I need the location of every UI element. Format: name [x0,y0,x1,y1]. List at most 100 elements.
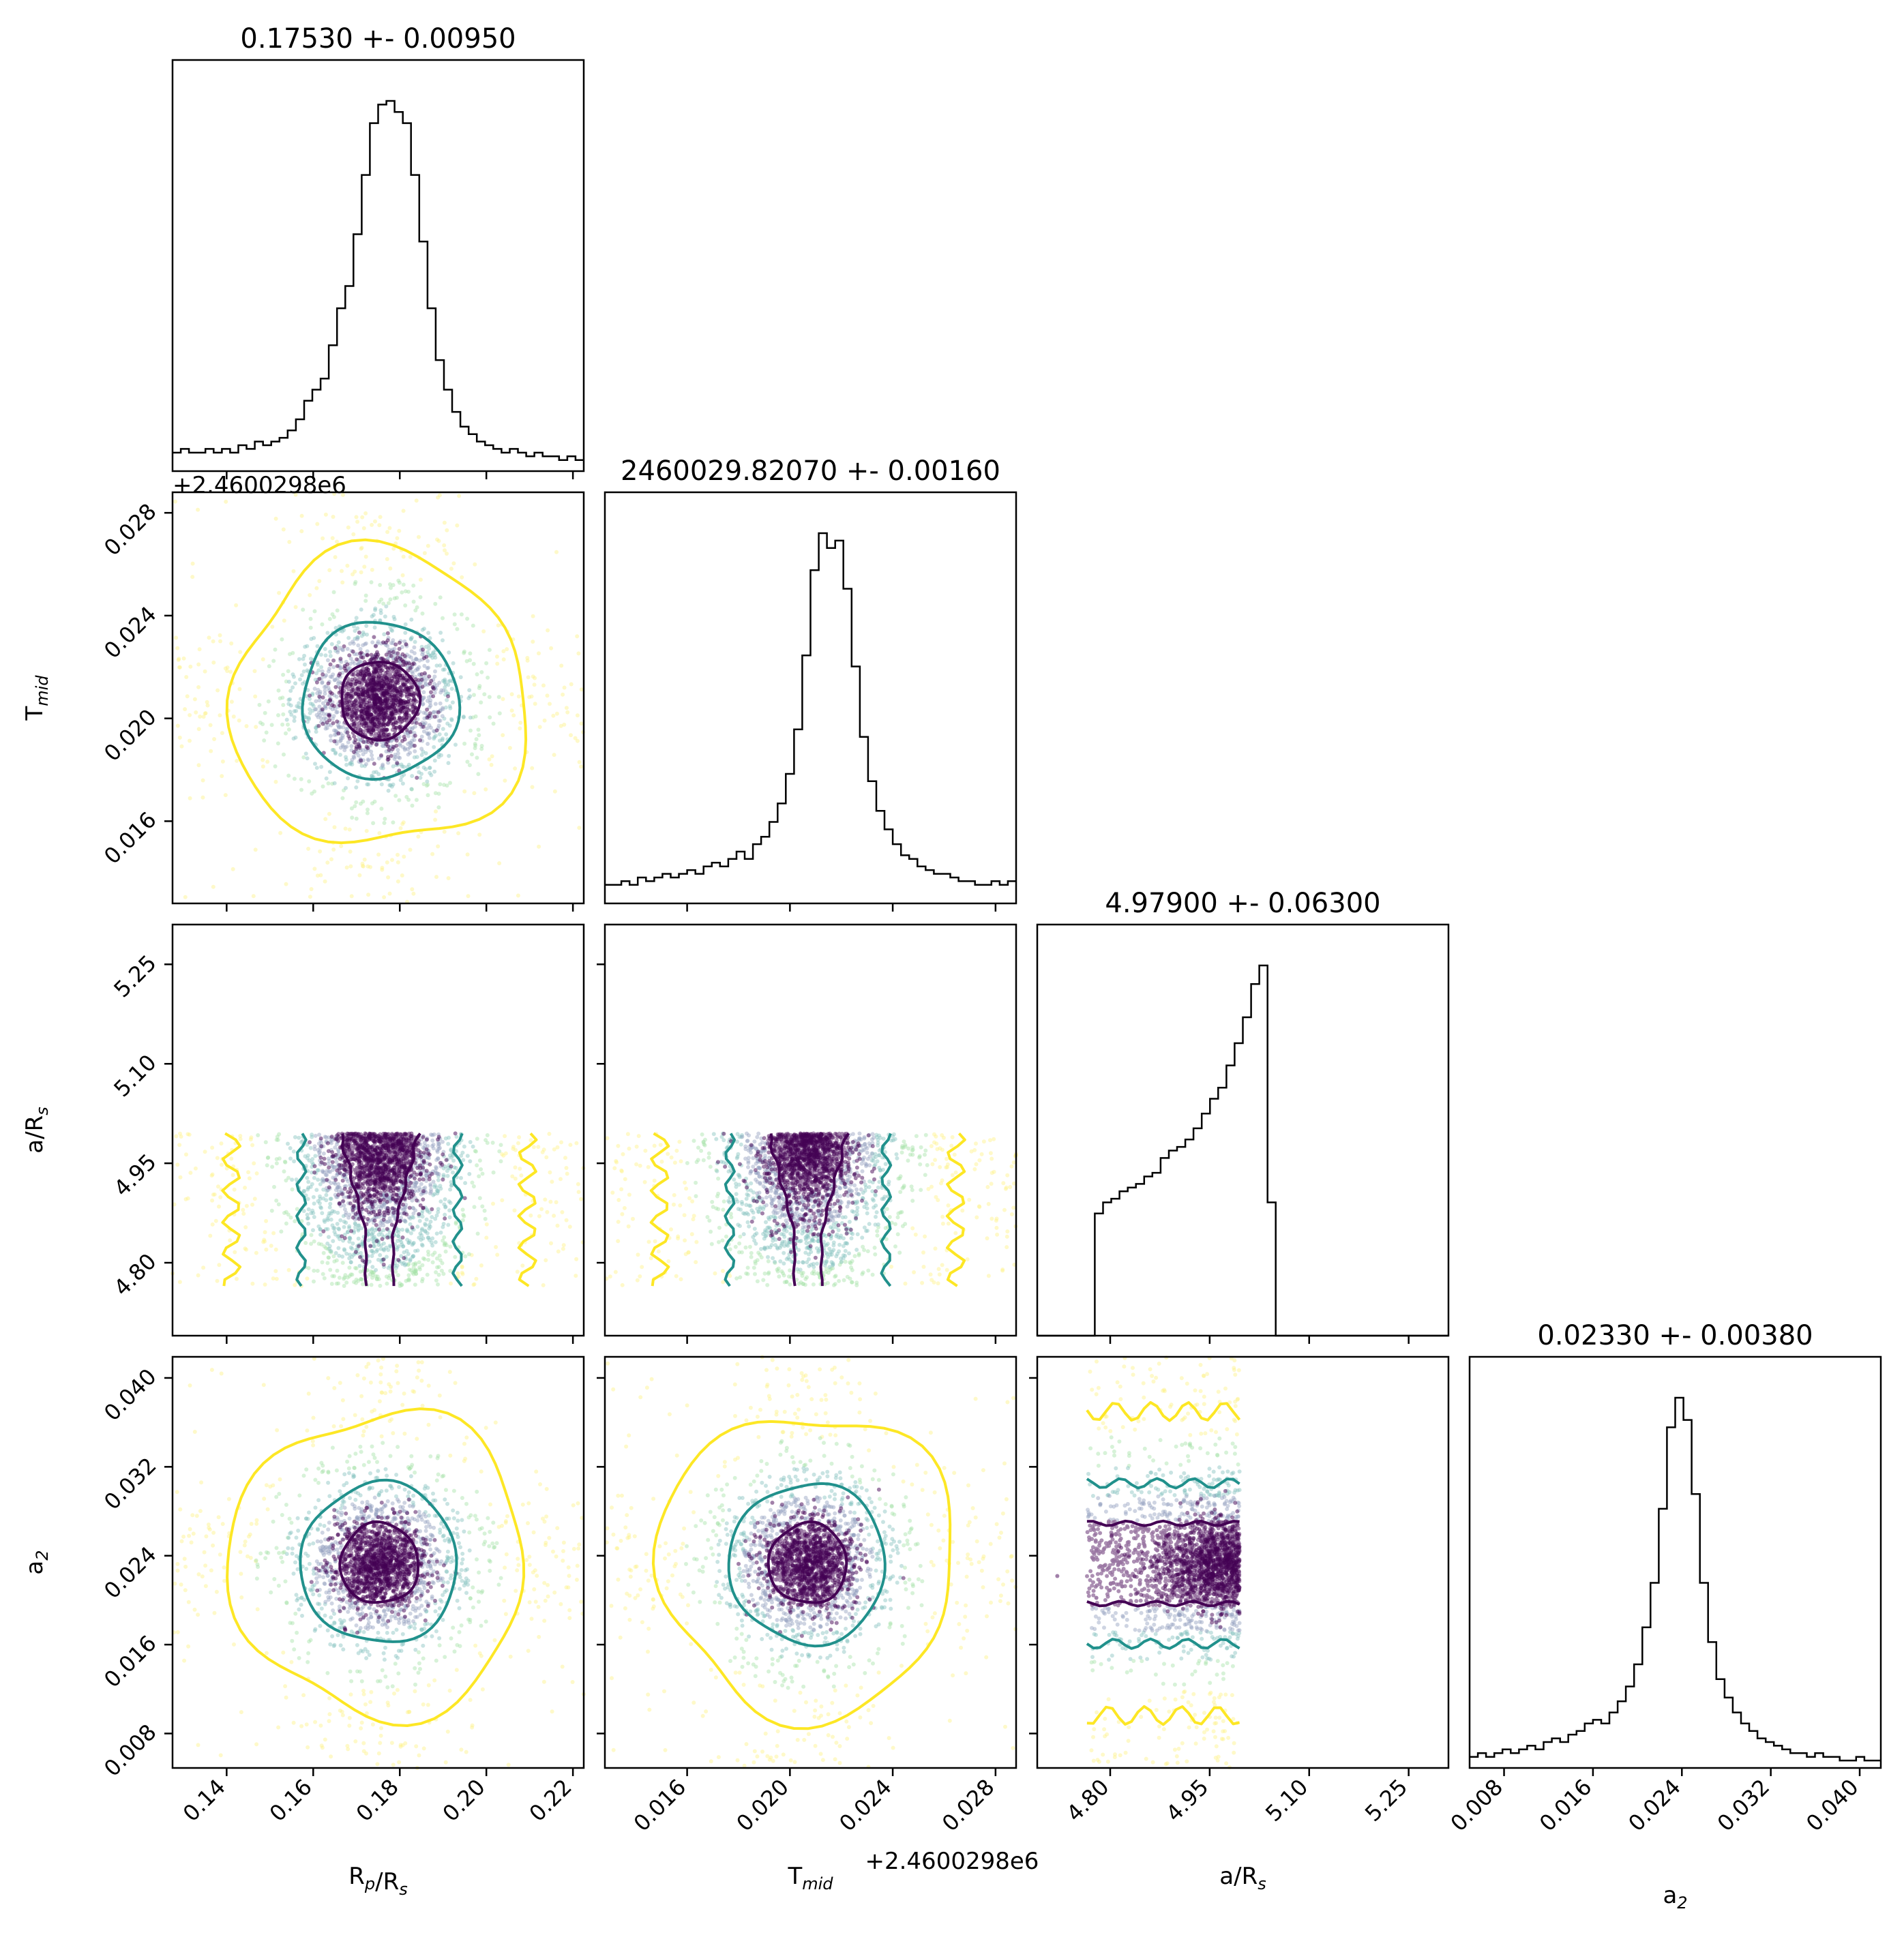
scatter-point [363,1131,368,1136]
scatter-point [308,710,312,715]
scatter-point [294,708,299,713]
scatter-point [328,650,333,654]
scatter-point [303,1241,308,1245]
scatter-point [312,1201,316,1206]
scatter-point [315,644,320,648]
scatter-point [381,601,386,606]
scatter-point [349,806,354,811]
scatter-point [427,643,432,648]
scatter-point [432,1250,437,1255]
scatter-point [436,1282,440,1287]
scatter-point [406,589,411,594]
scatter-point [381,762,385,767]
scatter-point [417,1178,422,1182]
scatter-point [404,710,409,715]
scatter-point [384,700,389,704]
scatter-point [385,631,390,635]
scatter-point [303,644,308,649]
scatter-point [369,652,374,657]
scatter-point [210,1172,215,1177]
scatter-point [348,642,353,646]
scatter-point [403,1131,408,1136]
scatter-point [276,1137,280,1142]
scatter-point [471,623,475,628]
scatter-point [471,661,476,666]
scatter-point [436,1178,441,1182]
scatter-point [314,699,318,704]
scatter-point [467,763,472,768]
scatter-point [284,731,288,736]
scatter-point [482,692,487,697]
scatter-point [503,1134,507,1139]
scatter-point [390,710,395,715]
scatter-point [211,639,215,644]
scatter-point [441,736,445,741]
scatter-point [516,893,520,898]
scatter-point [291,1149,296,1154]
scatter-point [325,720,329,725]
scatter-point [320,622,325,627]
scatter-point [321,695,325,700]
scatter-point [353,1250,358,1255]
scatter-point [359,1250,363,1255]
scatter-point [306,719,310,724]
scatter-point [387,783,392,787]
scatter-point [484,661,489,665]
scatter-point [287,539,292,544]
scatter-point [327,1255,331,1260]
scatter-point [401,554,406,559]
scatter-point [513,766,518,771]
scatter-point [354,1277,359,1282]
scatter-point [442,829,447,834]
scatter-point [391,1210,396,1215]
scatter-point [257,702,262,707]
scatter-point [526,675,531,680]
scatter-point [200,778,205,783]
scatter-point [280,722,285,727]
scatter-point [312,635,316,640]
scatter-point [343,1273,348,1278]
scatter-point [459,612,464,617]
scatter-point [263,1140,268,1145]
scatter-point [401,582,406,587]
scatter-point [415,1225,420,1229]
scatter-point [284,1221,288,1226]
scatter-point [433,817,438,822]
scatter-point [333,626,338,630]
scatter-point [334,694,339,699]
scatter-point [389,1173,393,1178]
scatter-point [314,707,318,712]
scatter-point [414,798,419,802]
scatter-point [331,704,336,708]
scatter-point [378,1147,383,1152]
scatter-point [387,891,392,896]
scatter-point [466,894,471,899]
scatter-point [247,1176,252,1181]
scatter-point [442,783,447,787]
scatter-point [367,700,372,704]
scatter-point [228,670,233,674]
scatter-point [203,669,207,674]
scatter-point [381,717,386,722]
scatter-point [477,832,482,837]
scatter-point [400,873,404,877]
scatter-point [561,1246,565,1251]
scatter-point [325,631,330,635]
scatter-point [346,1190,351,1195]
scatter-point [273,779,278,784]
scatter-point [372,700,377,705]
scatter-point [218,633,222,638]
scatter-point [473,562,477,567]
scatter-point [537,651,541,656]
scatter-point [529,1213,533,1218]
scatter-point [347,827,352,832]
scatter-point [318,1194,322,1199]
scatter-point [317,579,322,584]
scatter-point [417,1260,421,1265]
scatter-point [426,782,430,787]
scatter-point [561,1243,566,1248]
scatter-point [554,550,559,554]
scatter-point [273,1247,278,1252]
scatter-point [271,659,276,663]
scatter-point [417,535,421,539]
